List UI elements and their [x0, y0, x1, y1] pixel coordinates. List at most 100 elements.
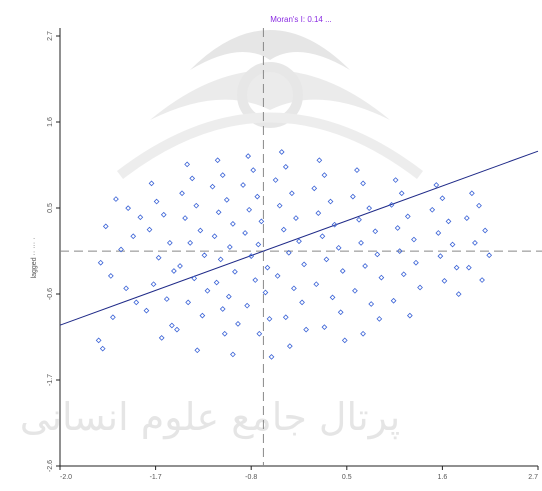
data-point	[245, 153, 252, 159]
data-point	[360, 330, 366, 337]
data-point	[411, 236, 417, 243]
data-point	[246, 206, 253, 213]
data-point	[360, 180, 366, 187]
data-point	[341, 337, 348, 344]
data-point	[479, 277, 485, 283]
data-point	[274, 273, 281, 279]
data-point	[289, 190, 295, 197]
data-point	[482, 227, 488, 234]
y-tick-label: -0.6	[47, 288, 54, 300]
data-point	[278, 149, 285, 155]
data-point	[455, 291, 462, 297]
data-point	[321, 324, 328, 331]
data-point	[316, 157, 323, 164]
data-point	[413, 259, 419, 266]
data-point	[433, 182, 440, 188]
data-point	[335, 244, 342, 251]
data-point	[264, 264, 271, 271]
data-point	[153, 198, 160, 205]
data-point	[449, 241, 456, 248]
x-tick-label: 1.6	[438, 474, 448, 481]
data-point	[323, 256, 330, 263]
data-point	[439, 195, 446, 202]
data-point	[174, 326, 180, 333]
y-tick-label: 2.7	[47, 31, 54, 41]
data-point	[390, 297, 397, 304]
data-point	[286, 343, 293, 350]
data-point	[158, 335, 165, 341]
data-point	[133, 299, 140, 306]
data-point	[182, 215, 188, 221]
data-point	[262, 289, 269, 296]
data-point	[219, 306, 226, 312]
data-point	[319, 233, 326, 240]
data-point	[293, 215, 299, 221]
data-point	[417, 284, 423, 291]
data-point	[465, 264, 472, 271]
data-point	[321, 172, 328, 178]
data-point	[441, 278, 448, 284]
data-point	[400, 271, 407, 278]
data-point	[311, 185, 318, 192]
x-tick-label: -0.8	[245, 474, 257, 481]
axes	[59, 28, 538, 467]
data-point	[329, 294, 336, 301]
data-point	[244, 302, 250, 309]
y-axis-label: lagged ·· ··· ·	[31, 238, 38, 279]
data-point	[331, 221, 338, 228]
data-point	[378, 274, 385, 281]
data-point	[291, 285, 297, 292]
data-point	[476, 202, 482, 209]
data-point	[230, 220, 236, 227]
data-point	[189, 175, 196, 182]
data-point	[217, 256, 224, 263]
watermark-text: پرتال جامع علوم انسانی	[20, 395, 400, 440]
data-point	[368, 301, 375, 307]
x-tick-label: -1.7	[150, 474, 162, 481]
data-point	[232, 268, 238, 275]
data-point	[163, 296, 170, 302]
data-point	[225, 293, 232, 300]
data-point	[327, 198, 334, 205]
data-point	[137, 214, 144, 221]
data-point	[303, 326, 309, 333]
data-point	[374, 251, 381, 258]
data-point	[193, 202, 200, 209]
data-point	[252, 277, 259, 283]
y-tick-label: -1.7	[47, 374, 54, 386]
data-point	[339, 268, 346, 274]
data-point	[223, 197, 230, 203]
data-point	[366, 205, 373, 212]
data-point	[179, 190, 185, 197]
data-point	[372, 228, 379, 235]
data-point	[214, 157, 221, 164]
data-point	[107, 273, 114, 279]
data-point	[97, 259, 104, 266]
data-point	[337, 309, 344, 316]
data-point	[256, 330, 263, 337]
data-point	[356, 216, 362, 223]
data-point	[184, 161, 190, 168]
data-point	[235, 320, 241, 327]
data-point	[396, 248, 403, 254]
data-point	[150, 281, 157, 288]
data-point	[463, 215, 470, 221]
data-point	[99, 345, 106, 352]
data-point	[299, 299, 305, 306]
data-point	[221, 330, 228, 337]
data-point	[280, 226, 287, 233]
data-point	[143, 307, 150, 314]
data-point	[213, 279, 220, 286]
y-tick-label: 0.5	[47, 203, 54, 213]
data-point	[472, 240, 478, 246]
data-point	[404, 213, 411, 220]
data-point	[110, 314, 116, 321]
data-point	[130, 233, 137, 240]
data-point	[388, 201, 395, 208]
data-point	[191, 275, 198, 282]
data-point	[215, 209, 222, 216]
data-point	[276, 202, 283, 209]
data-point	[102, 223, 109, 230]
data-point	[240, 182, 246, 188]
